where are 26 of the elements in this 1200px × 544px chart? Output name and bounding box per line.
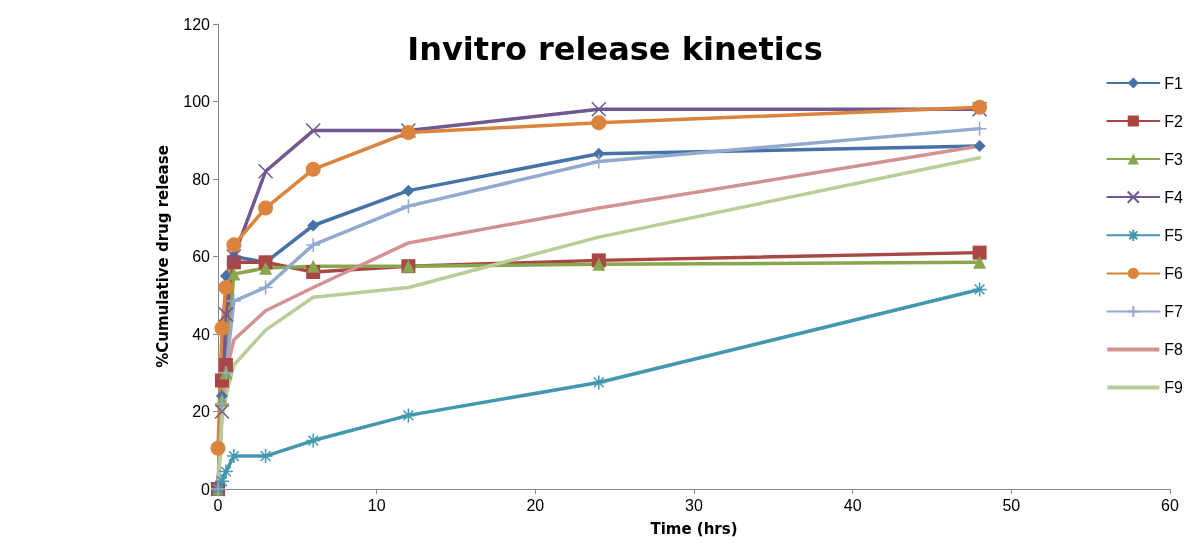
legend-label: F8 (1164, 341, 1184, 359)
y-tick-label: 120 (183, 15, 211, 33)
x-tick-label: 10 (367, 496, 386, 514)
chart-title: Invitro release kinetics (407, 30, 823, 68)
x-tick-label: 20 (526, 496, 545, 514)
y-tick-label: 20 (192, 403, 211, 420)
y-tick-label: 100 (183, 93, 211, 110)
legend-label: F6 (1164, 264, 1184, 282)
legend-label: F2 (1164, 112, 1184, 130)
x-tick-label: 30 (685, 496, 703, 514)
x-axis-title: Time (hrs) (650, 519, 738, 538)
legend-label: F9 (1164, 379, 1184, 397)
y-tick-label: 80 (192, 170, 211, 188)
legend-label: F4 (1164, 188, 1184, 206)
y-tick-label: 0 (201, 480, 211, 498)
x-tick-label: 40 (843, 496, 862, 514)
y-axis-title: %Cumulative drug release (153, 145, 172, 368)
y-tick-label: 60 (192, 248, 211, 265)
legend-label: F7 (1164, 303, 1184, 320)
y-tick-label: 40 (192, 325, 211, 343)
legend-label: F3 (1164, 150, 1184, 168)
legend-label: F5 (1164, 226, 1184, 244)
x-tick-label: 50 (1002, 496, 1021, 514)
legend-label: F1 (1164, 74, 1184, 92)
x-tick-label: 0 (213, 496, 223, 514)
x-tick-label: 60 (1161, 496, 1179, 514)
